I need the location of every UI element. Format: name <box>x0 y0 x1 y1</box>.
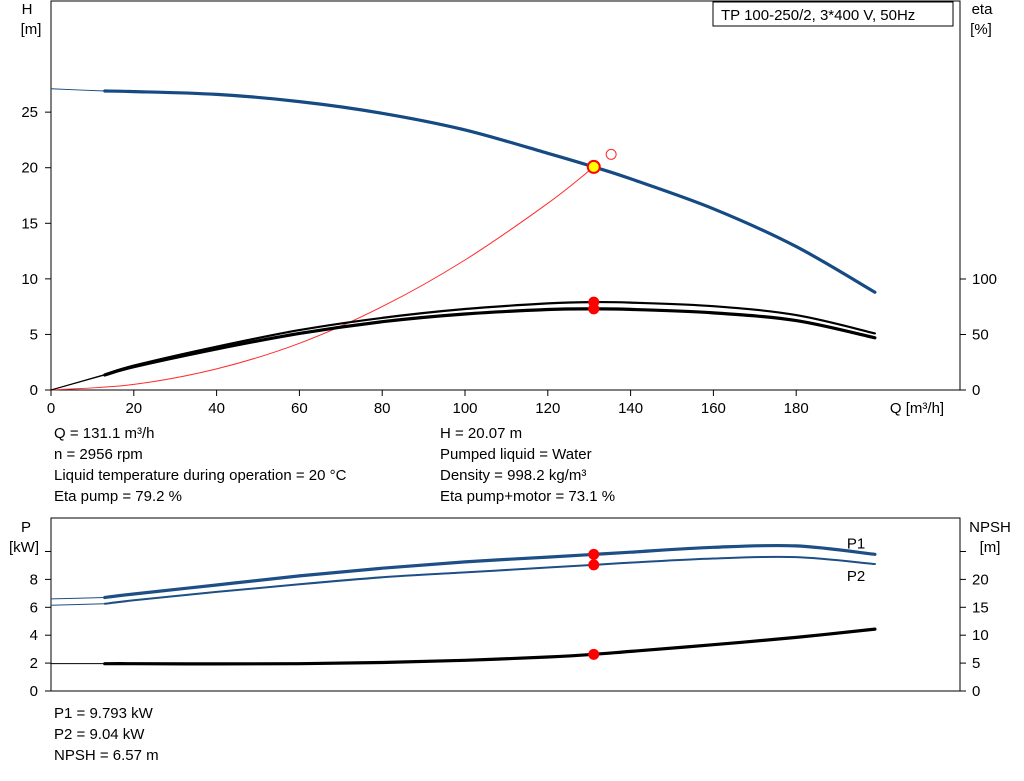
eta-pump-motor-curve <box>103 307 877 377</box>
info-right-column: H = 20.07 m Pumped liquid = Water Densit… <box>440 423 615 507</box>
power-chart-curves: P1 P2 <box>50 535 877 666</box>
flow-tick-label: 0 <box>47 400 55 417</box>
info-eta-pump-motor: Eta pump+motor = 73.1 % <box>440 488 616 505</box>
npsh-duty-marker <box>588 648 600 660</box>
info-eta-pump: Eta pump = 79.2 % <box>54 488 182 505</box>
power-chart-axes: 0 2 4 6 8 0 5 10 15 20 <box>30 550 989 700</box>
power-npsh-chart: 0 2 4 6 8 0 5 10 15 20 P [kW] NPSH [m] P1 P2 <box>9 517 1011 700</box>
flow-tick-label: 40 <box>208 400 225 417</box>
eta-pump-motor-curve-extension <box>50 374 105 391</box>
flow-tick-label: 140 <box>618 400 643 417</box>
head-axis-label: H <box>22 1 33 18</box>
system-curve <box>50 166 595 391</box>
power-chart-frame <box>50 517 961 692</box>
p1-series-label: P1 <box>847 535 865 552</box>
duty-point-marker <box>586 159 601 174</box>
info-p2: P2 = 9.04 kW <box>54 726 145 743</box>
head-tick-label: 0 <box>30 382 38 399</box>
npsh-tick-label: 10 <box>972 627 989 644</box>
head-curve-extension <box>50 88 105 92</box>
power-tick-label: 4 <box>30 627 38 644</box>
info-speed: n = 2956 rpm <box>54 446 143 463</box>
pump-label-box <box>712 1 954 27</box>
pump-label: TP 100-250/2, 3*400 V, 50Hz <box>721 7 915 24</box>
eta-axis-label: eta <box>972 1 994 18</box>
head-tick-label: 10 <box>21 271 38 288</box>
info-liquid-temperature: Liquid temperature during operation = 20… <box>54 467 347 484</box>
power-axis-label: P <box>21 519 31 536</box>
flow-tick-label: 120 <box>535 400 560 417</box>
info-p1: P1 = 9.793 kW <box>54 705 153 722</box>
eta-duty-marker <box>588 303 600 315</box>
npsh-axis-unit: [m] <box>980 539 1001 556</box>
eta-tick-label: 100 <box>972 271 997 288</box>
flow-tick-label: 80 <box>374 400 391 417</box>
head-axis-unit: [m] <box>21 21 42 38</box>
flow-tick-label: 100 <box>452 400 477 417</box>
info-left-column: Q = 131.1 m³/h n = 2956 rpm Liquid tempe… <box>54 423 346 507</box>
power-tick-label: 6 <box>30 599 38 616</box>
power-duty-marker <box>588 548 600 560</box>
flow-axis-label: Q [m³/h] <box>890 400 944 417</box>
info-pumped-liquid: Pumped liquid = Water <box>440 446 592 463</box>
npsh-tick-label: 5 <box>972 655 980 672</box>
eta-axis-unit: [%] <box>970 21 992 38</box>
npsh-curve <box>103 627 877 666</box>
head-chart-curves <box>50 88 877 391</box>
p2-curve-extension <box>50 603 105 606</box>
eta-pump-curve <box>103 300 876 376</box>
power-tick-label: 2 <box>30 655 38 672</box>
info-density: Density = 998.2 kg/m³ <box>440 467 587 484</box>
head-curve <box>103 89 877 294</box>
eta-tick-label: 0 <box>972 382 980 399</box>
power-tick-label: 8 <box>30 571 38 588</box>
p2-series-label: P2 <box>847 568 865 585</box>
power-duty-marker <box>588 559 600 571</box>
npsh-tick-label: 0 <box>972 683 980 700</box>
flow-tick-label: 160 <box>701 400 726 417</box>
head-efficiency-chart: 0 20 40 60 80 100 120 140 160 180 0 5 10 15 20 25 0 50 100… <box>21 0 997 417</box>
flow-tick-label: 60 <box>291 400 308 417</box>
npsh-tick-label: 20 <box>972 571 989 588</box>
power-tick-label: 0 <box>30 683 38 700</box>
info-bottom-column: P1 = 9.793 kW P2 = 9.04 kW NPSH = 6.57 m <box>54 703 159 766</box>
head-chart-frame <box>50 0 961 391</box>
info-npsh: NPSH = 6.57 m <box>54 747 159 764</box>
head-tick-label: 15 <box>21 215 38 232</box>
p2-curve <box>103 555 876 605</box>
head-tick-label: 5 <box>30 326 38 343</box>
flow-tick-label: 20 <box>125 400 142 417</box>
requested-duty-marker <box>605 148 617 160</box>
info-head: H = 20.07 m <box>440 425 523 442</box>
info-flow: Q = 131.1 m³/h <box>54 425 155 442</box>
head-tick-label: 20 <box>21 160 38 177</box>
flow-tick-label: 180 <box>784 400 809 417</box>
power-axis-unit: [kW] <box>9 539 39 556</box>
npsh-tick-label: 15 <box>972 599 989 616</box>
head-tick-label: 25 <box>21 104 38 121</box>
npsh-axis-label: NPSH <box>969 519 1011 536</box>
eta-tick-label: 50 <box>972 327 989 344</box>
p1-curve-extension <box>50 597 105 600</box>
head-chart-axes: 0 20 40 60 80 100 120 140 160 180 0 5 10 15 20 25 0 50 100 <box>21 104 997 417</box>
p1-curve <box>103 543 877 600</box>
